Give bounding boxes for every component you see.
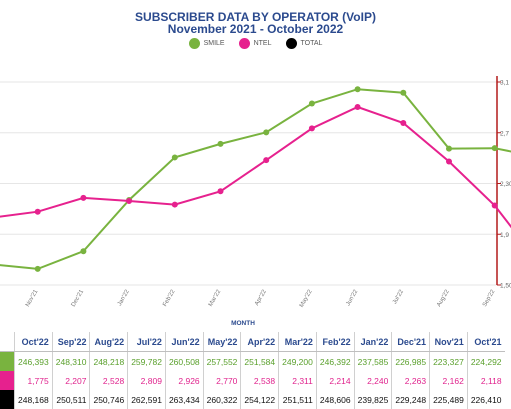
line-chart: 1,50 1,9 2,30 2,7 3,1 Nov'21 Dec'21 Jan'22 Feb'2…: [0, 76, 511, 327]
right-axis-tick-label: 1,9: [500, 232, 509, 239]
table-cell: 226,985: [391, 351, 430, 371]
table-cell: 260,508: [164, 351, 204, 371]
data-point-smile: [308, 100, 315, 107]
column-header: May'22: [202, 332, 241, 352]
table-cell: 248,310: [51, 351, 90, 371]
table-cell: 2,118: [466, 371, 505, 390]
column-header: Mar'22: [278, 332, 317, 352]
legend-swatch-smile: [188, 38, 200, 49]
table-cell: 2,770: [202, 371, 241, 390]
data-point-smile: [80, 248, 87, 255]
table-cell: 2,311: [278, 371, 317, 390]
right-axis-tick-label: 2,30: [500, 181, 511, 188]
data-point-ntel: [491, 202, 498, 209]
x-tick-label: May'22: [299, 288, 314, 308]
x-tick-label: Feb'22: [162, 288, 177, 307]
table-cell: 259,782: [127, 351, 166, 371]
table-cell: 249,200: [278, 351, 317, 371]
data-point-ntel: [400, 120, 407, 127]
legend: SMILE NTEL TOTAL: [0, 38, 511, 49]
table-cell: 2,538: [240, 371, 279, 390]
data-point-ntel: [217, 188, 224, 195]
table-cell: 2,240: [353, 371, 392, 390]
data-point-smile: [171, 154, 178, 161]
chart-title: SUBSCRIBER DATA BY OPERATOR (VoIP): [135, 10, 376, 24]
column-header: Sep'22: [51, 332, 90, 352]
table-cell: 223,327: [429, 351, 468, 371]
table-header-row: Oct'22 Sep'22 Aug'22 Jul'22 Jun'22 May'2…: [0, 332, 505, 352]
chart-subtitle: November 2021 - October 2022: [167, 22, 344, 36]
column-header: Apr'22: [240, 332, 279, 352]
legend-label-smile: SMILE: [203, 40, 225, 47]
column-header: Oct'21: [466, 332, 505, 352]
x-tick-label: Apr'22: [254, 288, 268, 306]
table-cell: 1,775: [14, 371, 53, 390]
x-tick-label: Nov'21: [25, 288, 40, 308]
data-point-smile: [491, 145, 498, 152]
data-point-ntel: [354, 104, 361, 110]
data-point-ntel: [308, 125, 315, 132]
legend-swatch-ntel: [238, 38, 250, 49]
table-row-smile: 246,393 248,310 248,218 259,782 260,508 …: [0, 351, 505, 371]
data-point-ntel: [263, 157, 270, 164]
table-cell: 248,218: [89, 351, 128, 371]
x-axis-title: MONTH: [231, 320, 255, 327]
table-cell: 257,552: [202, 351, 241, 371]
table-cell: 2,809: [127, 371, 166, 390]
header-swatch-cell: [0, 332, 15, 352]
data-point-smile: [217, 140, 224, 147]
table-cell: 2,263: [391, 371, 430, 390]
column-header: Oct'22: [14, 332, 53, 352]
data-point-smile: [400, 89, 407, 96]
column-header: Jul'22: [127, 332, 166, 352]
column-header: Aug'22: [89, 332, 128, 352]
legend-label-ntel: NTEL: [253, 40, 272, 47]
x-tick-label: Jul'22: [392, 288, 405, 305]
data-table: Oct'22 Sep'22 Aug'22 Jul'22 Jun'22 May'2…: [0, 332, 505, 409]
data-point-smile: [446, 145, 452, 152]
x-tick-label: Sep'22: [482, 288, 497, 308]
x-tick-label: Dec'21: [71, 288, 86, 308]
data-point-ntel: [446, 158, 452, 165]
table-cell: 2,528: [89, 371, 128, 390]
column-header: Jan'22: [353, 332, 392, 352]
table-cell: 251,584: [240, 351, 279, 371]
x-tick-label: Jun'22: [345, 288, 359, 307]
right-axis-tick-label: 1,50: [500, 283, 511, 290]
table-cell: 2,162: [429, 371, 468, 390]
x-tick-label: Aug'22: [436, 288, 451, 308]
data-point-smile: [34, 265, 41, 272]
right-axis-tick-label: 2,7: [500, 130, 509, 137]
series-line-smile: [0, 88, 511, 270]
legend-swatch-total: [285, 38, 297, 49]
row-swatch-ntel: [0, 371, 15, 390]
data-point-ntel: [171, 201, 178, 208]
table-cell: 2,214: [315, 371, 355, 390]
table-cell: 2,207: [51, 371, 90, 390]
data-point-smile: [263, 129, 270, 136]
legend-item-smile[interactable]: SMILE: [188, 38, 225, 49]
data-point-ntel: [34, 208, 41, 215]
x-tick-label: Jan'22: [117, 288, 131, 307]
data-point-ntel: [126, 198, 133, 205]
x-tick-label: Mar'22: [208, 288, 223, 307]
table-cell: 224,292: [466, 351, 505, 371]
column-header: Feb'22: [315, 332, 355, 352]
legend-item-ntel[interactable]: NTEL: [238, 38, 272, 49]
table-cell: 2,926: [164, 371, 204, 390]
table-row-ntel: 1,775 2,207 2,528 2,809 2,926 2,770 2,53…: [0, 371, 505, 390]
table-cell: 237,585: [353, 351, 392, 371]
table-cell: 246,392: [315, 351, 355, 371]
data-point-smile: [354, 86, 361, 93]
row-swatch-smile: [0, 351, 15, 371]
legend-label-total: TOTAL: [300, 40, 323, 47]
right-axis-tick-label: 3,1: [500, 80, 509, 87]
column-header: Jun'22: [164, 332, 204, 352]
column-header: Dec'21: [391, 332, 430, 352]
table-cell: 246,393: [14, 351, 53, 371]
legend-item-total[interactable]: TOTAL: [285, 38, 323, 49]
column-header: Nov'21: [429, 332, 468, 352]
data-point-ntel: [80, 194, 87, 201]
